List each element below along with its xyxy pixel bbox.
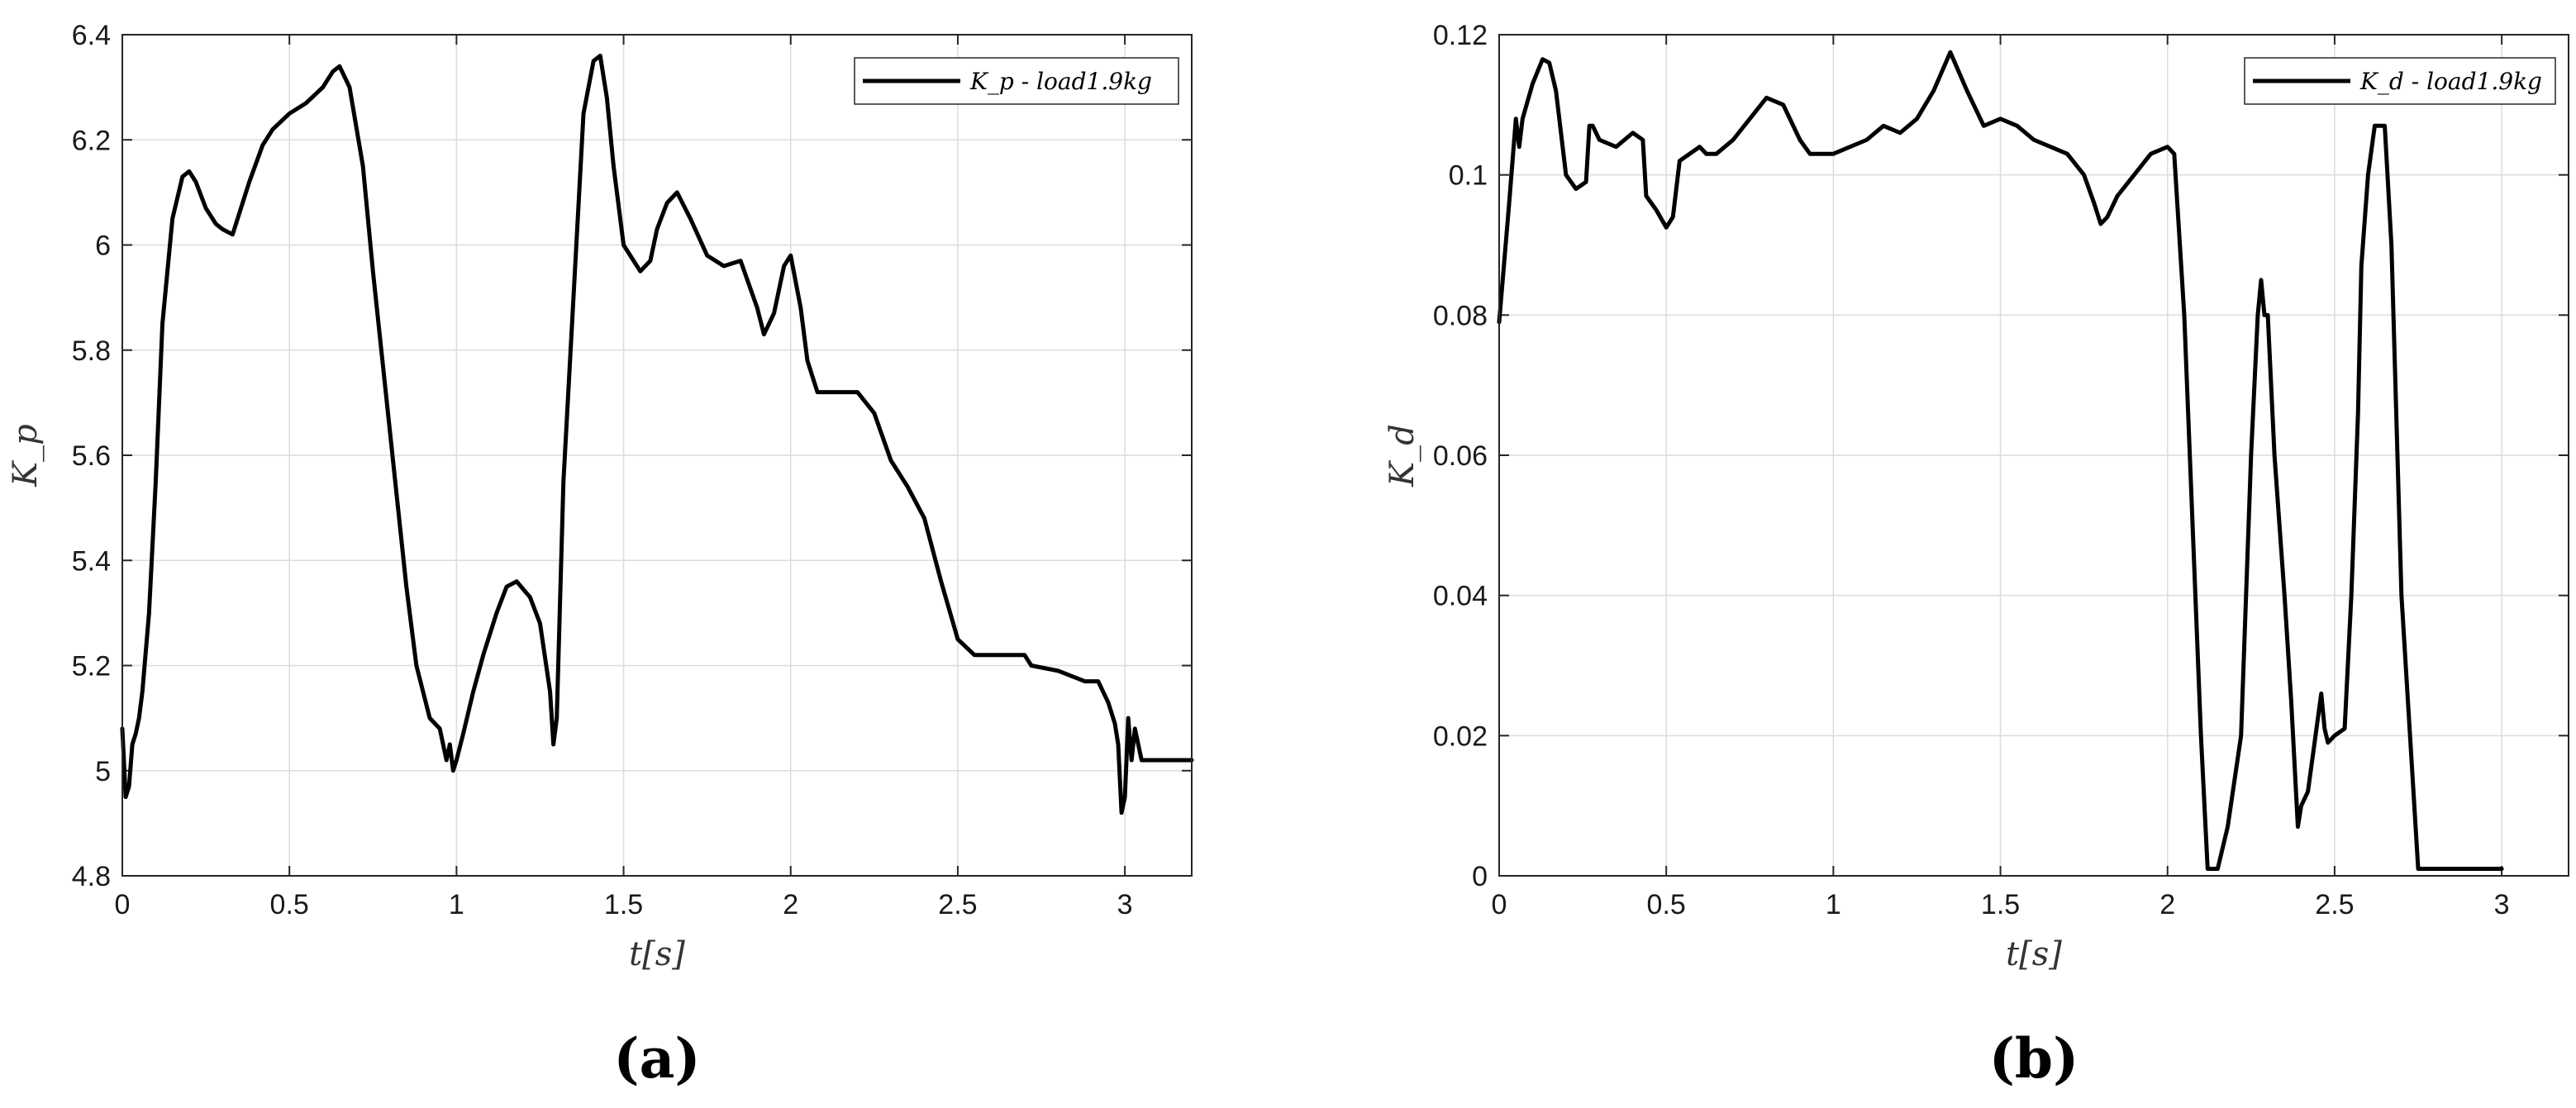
x-tick-label: 0.5 xyxy=(1647,889,1686,920)
x-tick-label: 0.5 xyxy=(270,889,309,920)
x-axis-label: t[s] xyxy=(2006,935,2062,973)
y-tick-label: 0.04 xyxy=(1433,581,1488,612)
y-tick-label: 0.08 xyxy=(1433,300,1488,331)
x-tick-label: 2 xyxy=(2159,889,2175,920)
y-tick-label: 5.6 xyxy=(72,440,111,472)
legend-entry: K_p - load1.9kg xyxy=(969,68,1152,95)
x-tick-label: 2.5 xyxy=(938,889,977,920)
x-tick-label: 0 xyxy=(1492,889,1507,920)
x-tick-label: 1 xyxy=(1826,889,1841,920)
series-line-0 xyxy=(1497,50,2504,872)
y-tick-label: 6 xyxy=(95,231,111,262)
chart-panel-b: 0 0.5 1 1.5 2 2.5 3 0 0.02 0.04 0.06 0.08 0.1 0.12 t[s… xyxy=(1383,20,2569,1091)
y-tick-label: 5.8 xyxy=(72,335,111,367)
series-line-0 xyxy=(120,53,1194,816)
y-tick-label: 5.2 xyxy=(72,651,111,682)
legend: K_p - load1.9kg xyxy=(854,57,1179,105)
y-tick-label: 0.06 xyxy=(1433,440,1488,472)
y-axis-label: K_p xyxy=(7,424,45,487)
legend: K_d - load1.9kg xyxy=(2244,57,2556,105)
y-tick-label: 0.12 xyxy=(1433,20,1488,51)
y-tick-label: 4.8 xyxy=(72,861,111,892)
y-tick-label: 0.1 xyxy=(1449,160,1488,192)
y-tick-label: 0 xyxy=(1472,861,1488,892)
y-tick-label: 5.4 xyxy=(72,545,111,577)
x-tick-label: 3 xyxy=(1117,889,1133,920)
plot-frame xyxy=(1498,34,2569,877)
y-tick-label: 6.4 xyxy=(72,20,111,51)
legend-entry: K_d - load1.9kg xyxy=(2359,68,2542,95)
x-tick-label: 2.5 xyxy=(2315,889,2354,920)
panel-caption: (b) xyxy=(1989,1026,2079,1091)
x-tick-label: 1.5 xyxy=(1981,889,2020,920)
x-tick-label: 1 xyxy=(449,889,464,920)
x-tick-label: 1.5 xyxy=(604,889,643,920)
y-tick-label: 6.2 xyxy=(72,125,111,156)
x-tick-label: 3 xyxy=(2494,889,2510,920)
x-axis-label: t[s] xyxy=(629,935,685,973)
y-tick-label: 5 xyxy=(95,756,111,787)
panel-caption: (a) xyxy=(613,1026,700,1091)
x-tick-label: 0 xyxy=(115,889,131,920)
plot-frame xyxy=(121,34,1193,877)
chart-panel-a: 0 0.5 1 1.5 2 2.5 3 4.8 5 5.2 5.4 5.6 5.8 6 6.2 6.4 t[s]… xyxy=(7,20,1194,1091)
y-axis-label: K_d xyxy=(1383,424,1421,487)
y-tick-label: 0.02 xyxy=(1433,720,1488,752)
x-tick-label: 2 xyxy=(783,889,798,920)
